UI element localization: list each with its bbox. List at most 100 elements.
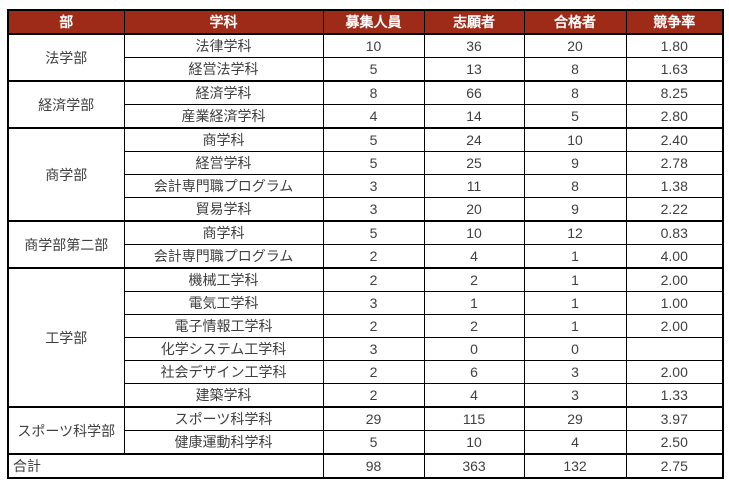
- ratio-cell: 3.97: [625, 406, 724, 431]
- applicants-cell: 13: [423, 57, 525, 82]
- table-row: 法学部 法律学科 10 36 20 1.80: [7, 33, 724, 82]
- subject-cell: 経営学科: [123, 151, 324, 175]
- ratio-cell: 8.25: [625, 80, 724, 105]
- accepted-cell: 132: [523, 453, 627, 479]
- capacity-cell: 3: [322, 337, 425, 361]
- accepted-cell: 1: [523, 314, 627, 338]
- capacity-cell: 8: [322, 80, 425, 105]
- ratio-cell: 2.40: [625, 127, 724, 152]
- ratio-cell: 1.33: [625, 383, 724, 408]
- applicants-cell: 1: [423, 291, 525, 315]
- applicants-cell: 363: [423, 453, 525, 479]
- applicants-cell: 66: [423, 80, 525, 105]
- capacity-cell: 2: [322, 314, 425, 338]
- capacity-cell: 3: [322, 291, 425, 315]
- accepted-cell: 3: [523, 383, 627, 408]
- accepted-cell: 1: [523, 291, 627, 315]
- applicants-cell: 14: [423, 104, 525, 129]
- subject-cell: 社会デザイン工学科: [123, 360, 324, 384]
- accepted-cell: 4: [523, 430, 627, 455]
- table-row: 社会デザイン工学科 2 6 3 2.00: [8, 360, 724, 384]
- applicants-cell: 2: [423, 314, 525, 338]
- header-row: 部 学科 募集人員 志願者 合格者 競争率: [7, 9, 724, 35]
- ratio-cell: 2.78: [625, 151, 724, 175]
- subject-cell: 産業経済学科: [123, 104, 324, 129]
- subject-cell: 機械工学科: [123, 267, 324, 292]
- capacity-cell: 2: [322, 383, 425, 408]
- header-ratio: 競争率: [625, 9, 724, 35]
- applicants-cell: 6: [423, 360, 525, 384]
- capacity-cell: 2: [322, 360, 425, 384]
- subject-cell: 経済学科: [123, 80, 324, 105]
- applicants-cell: 10: [423, 430, 525, 455]
- capacity-cell: 2: [322, 244, 425, 269]
- subject-cell: 電子情報工学科: [123, 314, 324, 338]
- subject-cell: 法律学科: [123, 33, 324, 58]
- ratio-cell: 1.80: [625, 33, 724, 58]
- applicants-cell: 36: [423, 33, 525, 58]
- applicants-cell: 20: [423, 197, 525, 222]
- dept-cell: スポーツ科学部: [7, 406, 125, 455]
- table-row: 化学システム工学科 3 0 0: [8, 337, 724, 361]
- accepted-cell: 1: [523, 267, 627, 292]
- table-row: 健康運動科学科 5 10 4 2.50: [8, 430, 724, 455]
- capacity-cell: 5: [322, 430, 425, 455]
- capacity-cell: 5: [322, 57, 425, 82]
- capacity-cell: 4: [322, 104, 425, 129]
- subject-cell: 電気工学科: [123, 291, 324, 315]
- accepted-cell: 9: [523, 151, 627, 175]
- capacity-cell: 29: [322, 406, 425, 431]
- dept-cell: 商学部: [7, 127, 125, 222]
- accepted-cell: 9: [523, 197, 627, 222]
- accepted-cell: 8: [523, 174, 627, 198]
- subject-cell: 会計専門職プログラム: [123, 244, 324, 269]
- header-subject: 学科: [123, 9, 324, 35]
- accepted-cell: 29: [523, 406, 627, 431]
- accepted-cell: 10: [523, 127, 627, 152]
- accepted-cell: 8: [523, 80, 627, 105]
- subject-cell: スポーツ科学科: [123, 406, 324, 431]
- dept-cell: 法学部: [7, 33, 125, 82]
- header-applicants: 志願者: [423, 9, 525, 35]
- ratio-cell: 2.80: [625, 104, 724, 129]
- subject-cell: 貿易学科: [123, 197, 324, 222]
- table-row: 建築学科 2 4 3 1.33: [8, 383, 724, 408]
- applicants-cell: 11: [423, 174, 525, 198]
- subject-cell: 健康運動科学科: [123, 430, 324, 455]
- accepted-cell: 3: [523, 360, 627, 384]
- table-row: 経営法学科 5 13 8 1.63: [8, 57, 724, 82]
- applicants-cell: 2: [423, 267, 525, 292]
- ratio-cell: 0.83: [625, 220, 724, 245]
- subject-cell: 建築学科: [123, 383, 324, 408]
- subject-cell: 化学システム工学科: [123, 337, 324, 361]
- header-capacity: 募集人員: [322, 9, 425, 35]
- header-dept: 部: [7, 9, 125, 35]
- accepted-cell: 8: [523, 57, 627, 82]
- ratio-cell: 2.50: [625, 430, 724, 455]
- table-row: 貿易学科 3 20 9 2.22: [8, 197, 724, 222]
- capacity-cell: 5: [322, 127, 425, 152]
- table-row: 商学部 商学科 5 24 10 2.40: [7, 127, 724, 222]
- ratio-cell: 1.38: [625, 174, 724, 198]
- ratio-cell: 2.00: [625, 267, 724, 292]
- dept-cell: 工学部: [7, 267, 125, 408]
- table-row: 電気工学科 3 1 1 1.00: [8, 291, 724, 315]
- table-header: 部 学科 募集人員 志願者 合格者 競争率: [7, 9, 724, 35]
- subject-cell: 経営法学科: [123, 57, 324, 82]
- subject-cell: 商学科: [123, 220, 324, 245]
- accepted-cell: 5: [523, 104, 627, 129]
- accepted-cell: 1: [523, 244, 627, 269]
- accepted-cell: 0: [523, 337, 627, 361]
- table-row: 経済学部 経済学科 8 66 8 8.25: [7, 80, 724, 129]
- capacity-cell: 98: [322, 453, 425, 479]
- header-accepted: 合格者: [523, 9, 627, 35]
- capacity-cell: 3: [322, 197, 425, 222]
- dept-cell: 商学部第二部: [7, 220, 125, 269]
- ratio-cell: 2.22: [625, 197, 724, 222]
- applicants-cell: 4: [423, 244, 525, 269]
- ratio-cell: 2.75: [625, 453, 724, 479]
- subject-cell: 商学科: [123, 127, 324, 152]
- dept-cell: 経済学部: [7, 80, 125, 129]
- capacity-cell: 2: [322, 267, 425, 292]
- total-label-cell: 合計: [7, 453, 324, 479]
